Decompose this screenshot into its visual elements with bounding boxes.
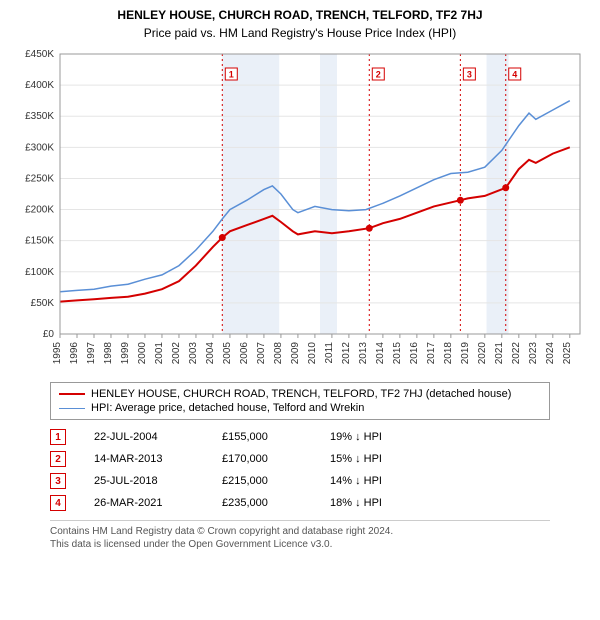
chart-plot-area: £0 £50K £100K £150K £200K £250K £300K £350K £400… bbox=[10, 46, 590, 376]
svg-text:2003: 2003 bbox=[188, 342, 199, 365]
svg-text:2022: 2022 bbox=[511, 342, 522, 365]
sale-marker: 4 bbox=[50, 495, 66, 511]
svg-text:2001: 2001 bbox=[154, 342, 165, 365]
svg-text:2: 2 bbox=[376, 70, 381, 80]
svg-text:2005: 2005 bbox=[222, 342, 233, 365]
svg-text:2024: 2024 bbox=[545, 342, 556, 365]
svg-text:2007: 2007 bbox=[256, 342, 267, 365]
svg-text:£400K: £400K bbox=[25, 80, 54, 91]
svg-text:£450K: £450K bbox=[25, 49, 54, 60]
svg-text:2015: 2015 bbox=[392, 342, 403, 365]
svg-text:2019: 2019 bbox=[460, 342, 471, 365]
sale-row: 4 26-MAR-2021 £235,000 18% ↓ HPI bbox=[50, 492, 590, 514]
footer-line-1: Contains HM Land Registry data © Crown c… bbox=[50, 526, 393, 537]
svg-text:2004: 2004 bbox=[205, 342, 216, 365]
sale-row: 3 25-JUL-2018 £215,000 14% ↓ HPI bbox=[50, 470, 590, 492]
sale-price: £155,000 bbox=[222, 431, 302, 443]
svg-text:1996: 1996 bbox=[69, 342, 80, 365]
sale-date: 22-JUL-2004 bbox=[94, 431, 194, 443]
legend-item: HENLEY HOUSE, CHURCH ROAD, TRENCH, TELFO… bbox=[59, 387, 541, 401]
svg-text:1999: 1999 bbox=[120, 342, 131, 365]
svg-text:2012: 2012 bbox=[341, 342, 352, 365]
svg-text:2017: 2017 bbox=[426, 342, 437, 365]
chart-svg: £0 £50K £100K £150K £200K £250K £300K £350K £400… bbox=[10, 46, 590, 376]
sale-price: £235,000 bbox=[222, 497, 302, 509]
svg-text:2006: 2006 bbox=[239, 342, 250, 365]
svg-text:2011: 2011 bbox=[324, 342, 335, 364]
svg-text:1: 1 bbox=[229, 70, 234, 80]
legend-item: HPI: Average price, detached house, Telf… bbox=[59, 401, 541, 415]
sales-table: 1 22-JUL-2004 £155,000 19% ↓ HPI 2 14-MAR-201… bbox=[50, 426, 590, 514]
svg-text:2021: 2021 bbox=[494, 342, 505, 365]
sale-date: 26-MAR-2021 bbox=[94, 497, 194, 509]
sale-date: 25-JUL-2018 bbox=[94, 475, 194, 487]
svg-text:2000: 2000 bbox=[137, 342, 148, 365]
sale-row: 1 22-JUL-2004 £155,000 19% ↓ HPI bbox=[50, 426, 590, 448]
sale-delta: 14% ↓ HPI bbox=[330, 475, 420, 487]
legend-box: HENLEY HOUSE, CHURCH ROAD, TRENCH, TELFO… bbox=[50, 382, 550, 420]
sale-price: £170,000 bbox=[222, 453, 302, 465]
sale-price: £215,000 bbox=[222, 475, 302, 487]
svg-text:2025: 2025 bbox=[562, 342, 573, 365]
svg-text:£100K: £100K bbox=[25, 267, 54, 278]
svg-text:1998: 1998 bbox=[103, 342, 114, 365]
svg-text:2008: 2008 bbox=[273, 342, 284, 365]
svg-text:1997: 1997 bbox=[86, 342, 97, 365]
svg-text:£50K: £50K bbox=[31, 298, 55, 309]
svg-text:2018: 2018 bbox=[443, 342, 454, 365]
sale-marker: 2 bbox=[50, 451, 66, 467]
svg-text:2002: 2002 bbox=[171, 342, 182, 365]
chart-subtitle: Price paid vs. HM Land Registry's House … bbox=[10, 26, 590, 40]
svg-text:2016: 2016 bbox=[409, 342, 420, 365]
svg-text:1995: 1995 bbox=[52, 342, 63, 365]
svg-text:4: 4 bbox=[512, 70, 517, 80]
svg-text:2009: 2009 bbox=[290, 342, 301, 365]
svg-text:2013: 2013 bbox=[358, 342, 369, 365]
legend-label: HPI: Average price, detached house, Telf… bbox=[91, 402, 364, 414]
sale-marker: 3 bbox=[50, 473, 66, 489]
footer-line-2: This data is licensed under the Open Gov… bbox=[50, 539, 332, 550]
chart-title: HENLEY HOUSE, CHURCH ROAD, TRENCH, TELFO… bbox=[10, 8, 590, 22]
svg-text:£0: £0 bbox=[43, 329, 55, 340]
legend-swatch bbox=[59, 408, 85, 409]
svg-text:£350K: £350K bbox=[25, 111, 54, 122]
svg-text:2023: 2023 bbox=[528, 342, 539, 365]
sale-row: 2 14-MAR-2013 £170,000 15% ↓ HPI bbox=[50, 448, 590, 470]
sale-delta: 19% ↓ HPI bbox=[330, 431, 420, 443]
legend-label: HENLEY HOUSE, CHURCH ROAD, TRENCH, TELFO… bbox=[91, 388, 511, 400]
svg-text:2020: 2020 bbox=[477, 342, 488, 365]
sale-delta: 18% ↓ HPI bbox=[330, 497, 420, 509]
sale-delta: 15% ↓ HPI bbox=[330, 453, 420, 465]
svg-text:£250K: £250K bbox=[25, 173, 54, 184]
legend-swatch bbox=[59, 393, 85, 395]
footer-attribution: Contains HM Land Registry data © Crown c… bbox=[50, 520, 550, 551]
svg-text:£200K: £200K bbox=[25, 205, 54, 216]
svg-text:£300K: £300K bbox=[25, 142, 54, 153]
sale-marker: 1 bbox=[50, 429, 66, 445]
svg-text:2010: 2010 bbox=[307, 342, 318, 365]
sale-date: 14-MAR-2013 bbox=[94, 453, 194, 465]
svg-text:£150K: £150K bbox=[25, 236, 54, 247]
chart-container: HENLEY HOUSE, CHURCH ROAD, TRENCH, TELFO… bbox=[0, 0, 600, 555]
svg-text:2014: 2014 bbox=[375, 342, 386, 365]
svg-text:3: 3 bbox=[467, 70, 472, 80]
